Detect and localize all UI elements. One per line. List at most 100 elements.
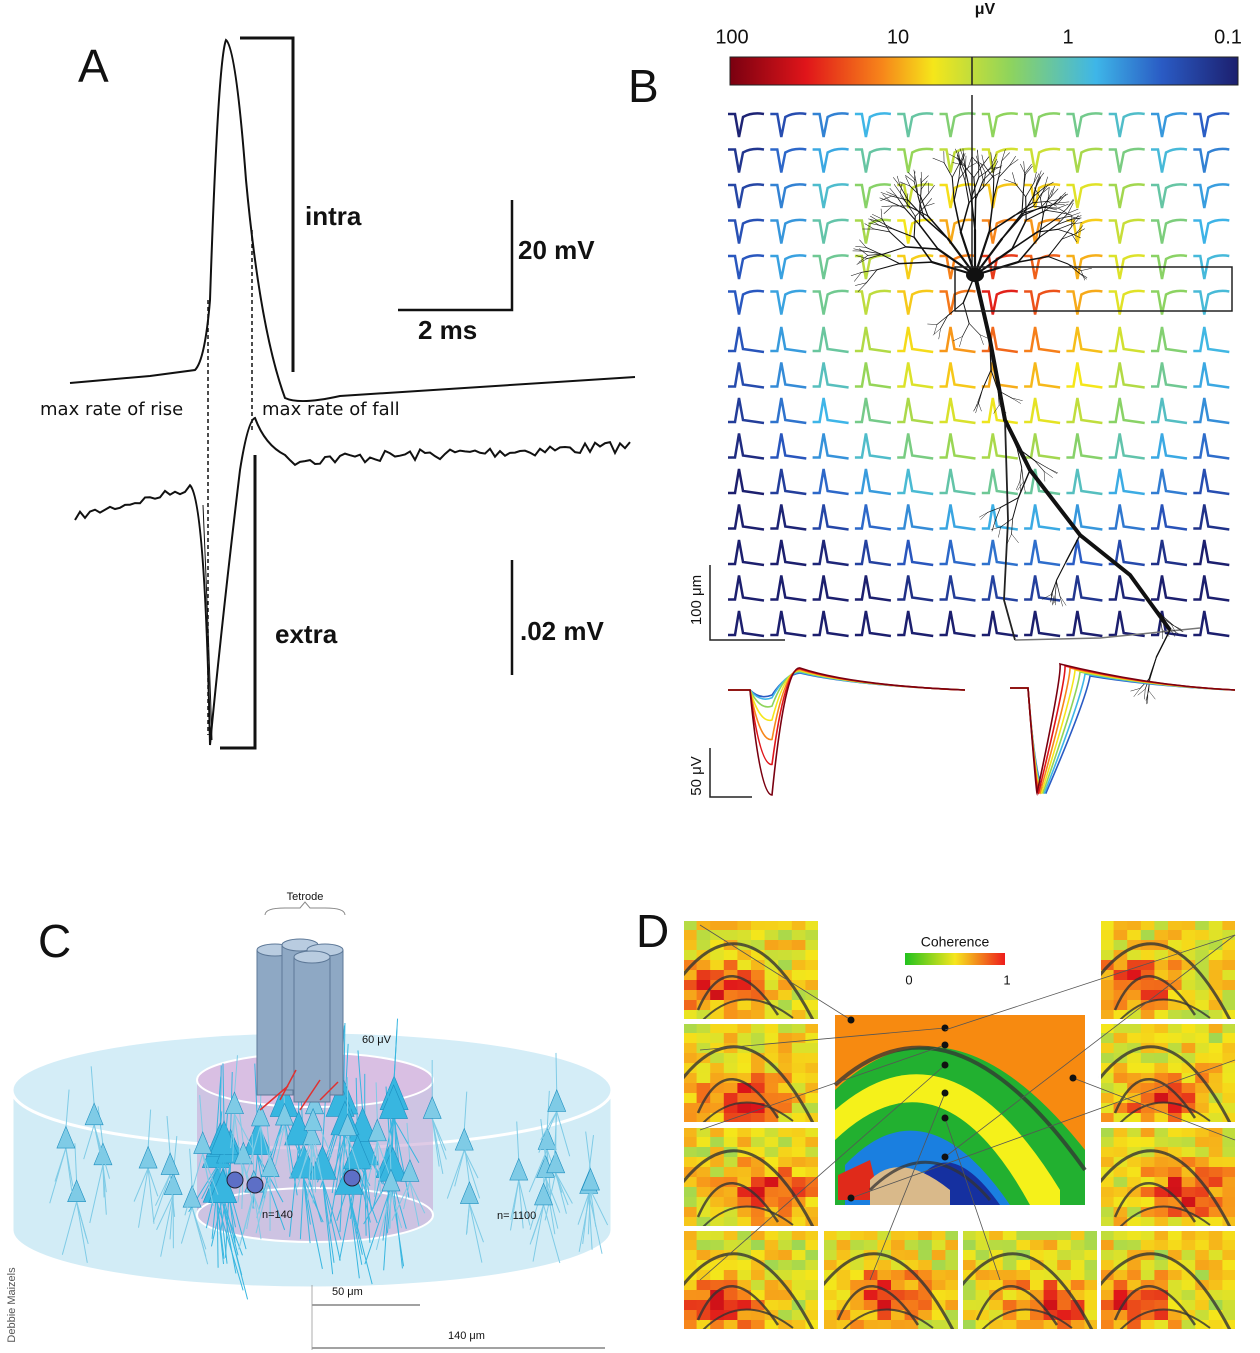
heat-cell <box>683 1187 697 1198</box>
scale-label: 50 μV <box>688 756 705 796</box>
heat-cell <box>1114 1177 1128 1188</box>
trace <box>940 327 976 352</box>
heat-cell <box>1195 990 1209 1001</box>
heat-cell <box>1114 930 1128 941</box>
heat-cell <box>710 960 724 971</box>
heat-cell <box>1141 1240 1155 1251</box>
heat-cell <box>945 1250 959 1261</box>
trace <box>770 505 806 530</box>
heat-cell <box>1127 1157 1141 1168</box>
heat-cell <box>1195 1053 1209 1064</box>
heat-cell <box>1182 1033 1196 1044</box>
heat-cell <box>1141 990 1155 1001</box>
line <box>874 229 890 232</box>
heat-cell <box>1141 1157 1155 1168</box>
heat-cell <box>710 1127 724 1138</box>
heat-cell <box>765 1280 779 1291</box>
heat-cell <box>1195 950 1209 961</box>
extra-trace <box>75 418 630 745</box>
line <box>859 249 868 256</box>
heat-cell <box>751 1230 765 1241</box>
line <box>1058 224 1072 229</box>
heat-cell <box>683 1207 697 1218</box>
heat-cell <box>710 1300 724 1311</box>
heat-cell <box>1141 1033 1155 1044</box>
heat-cell <box>1195 1300 1209 1311</box>
heat-cell <box>737 1137 751 1148</box>
heat-cell <box>683 990 697 1001</box>
heat-cell <box>1016 1260 1030 1271</box>
heat-cell <box>1154 1063 1168 1074</box>
heat-cell <box>1154 1240 1168 1251</box>
heat-cell <box>1154 1207 1168 1218</box>
line <box>969 323 980 334</box>
trace <box>940 398 976 423</box>
heat-cell <box>918 1240 932 1251</box>
trace <box>982 576 1018 601</box>
heat-cell <box>1222 1250 1236 1261</box>
trace <box>1193 469 1229 494</box>
line <box>1070 213 1080 217</box>
heat-cell <box>765 1240 779 1251</box>
colorbar-tick: 100 <box>715 26 748 48</box>
heat-cell <box>1016 1240 1030 1251</box>
heat-cell <box>823 1260 837 1271</box>
heat-cell <box>989 1240 1003 1251</box>
heat-cell <box>877 1320 891 1331</box>
heat-cell <box>1182 1147 1196 1158</box>
heat-cell <box>1114 960 1128 971</box>
heat-cell <box>751 1167 765 1178</box>
heat-cell <box>1100 1157 1114 1168</box>
heat-cell <box>1168 1113 1182 1124</box>
line <box>856 246 867 247</box>
heat-cell <box>1100 1147 1114 1158</box>
heat-cell <box>737 1023 751 1034</box>
heat-cell <box>697 1023 711 1034</box>
heat-cell <box>778 1260 792 1271</box>
heat-cell <box>710 1137 724 1148</box>
heat-cell <box>765 920 779 931</box>
heat-cell <box>1154 1157 1168 1168</box>
heat-cell <box>805 1260 819 1271</box>
heat-cell <box>823 1310 837 1321</box>
interneuron <box>227 1172 243 1188</box>
heat-cell <box>697 1270 711 1281</box>
trace <box>1066 113 1102 137</box>
heat-cell <box>737 960 751 971</box>
heat-cell <box>683 1033 697 1044</box>
heat-cell <box>1127 920 1141 931</box>
heat-cell <box>976 1230 990 1241</box>
heat-cell <box>751 1270 765 1281</box>
line <box>1016 481 1020 490</box>
heat-cell <box>805 960 819 971</box>
intra-label: intra <box>305 201 362 231</box>
heat-cell <box>765 1230 779 1241</box>
heat-cell <box>751 1033 765 1044</box>
trace <box>1151 184 1187 208</box>
heat-cell <box>932 1280 946 1291</box>
heat-cell <box>724 1260 738 1271</box>
heat-cell <box>976 1240 990 1251</box>
heat-cell <box>792 930 806 941</box>
line <box>1048 239 1062 256</box>
heat-cell <box>1057 1230 1071 1241</box>
heat-cell <box>877 1270 891 1281</box>
heat-cell <box>683 1217 697 1228</box>
heat-cell <box>932 1240 946 1251</box>
trace <box>1151 540 1187 565</box>
heat-cell <box>765 930 779 941</box>
heat-cell <box>792 1230 806 1241</box>
heat-cell <box>724 1197 738 1208</box>
heat-cell <box>737 1010 751 1021</box>
heat-cell <box>683 1023 697 1034</box>
line <box>1079 273 1087 278</box>
heat-cell <box>792 1320 806 1331</box>
trace <box>897 149 933 173</box>
heat-cell <box>1222 1240 1236 1251</box>
trace <box>770 398 806 423</box>
heat-cell <box>697 1063 711 1074</box>
trace <box>1066 184 1102 208</box>
avg-trace <box>1010 672 1235 793</box>
heat-cell <box>697 930 711 941</box>
annotation: max rate of fall <box>262 399 400 420</box>
